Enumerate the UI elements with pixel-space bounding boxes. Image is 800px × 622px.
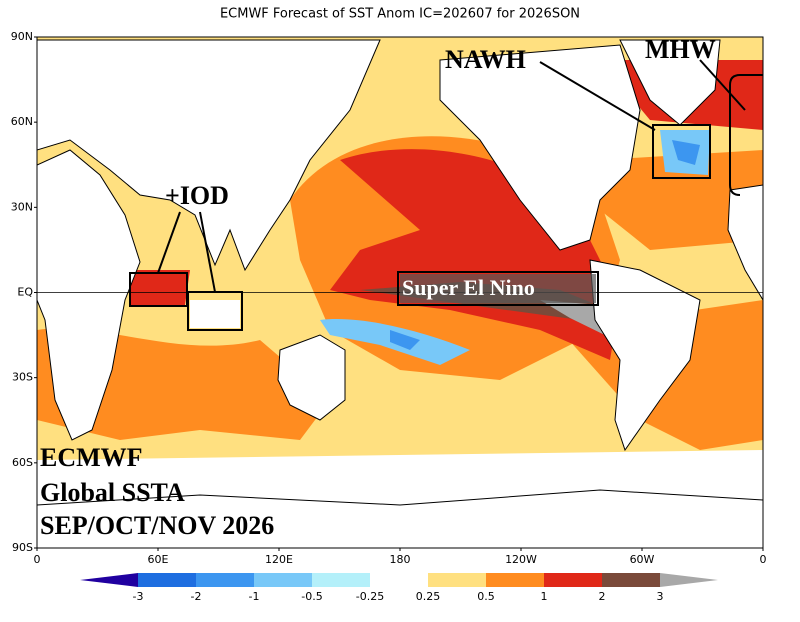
colorbar-label: 1 bbox=[541, 590, 548, 603]
x-axis-label: 0 bbox=[760, 553, 767, 566]
colorbar-label: 2 bbox=[599, 590, 606, 603]
y-axis-label: 60N bbox=[11, 115, 33, 128]
x-axis-label: 0 bbox=[34, 553, 41, 566]
y-axis-label: 90S bbox=[12, 541, 33, 554]
colorbar-label: 0.25 bbox=[416, 590, 441, 603]
colorbar-swatch bbox=[428, 573, 486, 587]
y-axis-label: 90N bbox=[11, 30, 33, 43]
colorbar-label: -3 bbox=[133, 590, 144, 603]
colorbar-swatch bbox=[544, 573, 602, 587]
x-axis-label: 120E bbox=[265, 553, 293, 566]
colorbar-swatch bbox=[602, 573, 660, 587]
x-axis-label: 60W bbox=[630, 553, 655, 566]
y-axis-label: 30N bbox=[11, 200, 33, 213]
label-background bbox=[400, 274, 596, 303]
colorbar-label: 0.5 bbox=[477, 590, 495, 603]
colorbar-swatch bbox=[486, 573, 544, 587]
el-nino-label: Super El Nino bbox=[402, 275, 535, 300]
annotation-boxes bbox=[129, 59, 763, 331]
x-axis-label: 120W bbox=[505, 553, 537, 566]
caption-line: SEP/OCT/NOV 2026 bbox=[40, 511, 274, 540]
mhw-label: MHW bbox=[645, 35, 716, 64]
title: ECMWF Forecast of SST Anom IC=202607 for… bbox=[220, 7, 580, 22]
colorbar-swatch bbox=[196, 573, 254, 587]
colorbar-label: 3 bbox=[657, 590, 664, 603]
nawh-label: NAWH bbox=[445, 45, 526, 74]
colorbar-swatch bbox=[254, 573, 312, 587]
y-axis-label: EQ bbox=[17, 286, 33, 299]
colorbar-label: -2 bbox=[191, 590, 202, 603]
caption-line: Global SSTA bbox=[40, 478, 185, 507]
colorbar-label: -0.25 bbox=[356, 590, 384, 603]
y-axis-label: 30S bbox=[12, 371, 33, 384]
caption-line: ECMWF bbox=[40, 443, 143, 472]
colorbar-label: -1 bbox=[249, 590, 260, 603]
colorbar-swatch bbox=[138, 573, 196, 587]
colorbar-swatch bbox=[312, 573, 370, 587]
x-axis-label: 180 bbox=[390, 553, 411, 566]
colorbar-swatch bbox=[370, 573, 428, 587]
x-axis-label: 60E bbox=[148, 553, 169, 566]
colorbar-arrow bbox=[80, 573, 138, 587]
colorbar-label: -0.5 bbox=[301, 590, 322, 603]
colorbar-arrow bbox=[660, 573, 718, 587]
iod-label: +IOD bbox=[165, 181, 229, 210]
y-axis-label: 60S bbox=[12, 456, 33, 469]
